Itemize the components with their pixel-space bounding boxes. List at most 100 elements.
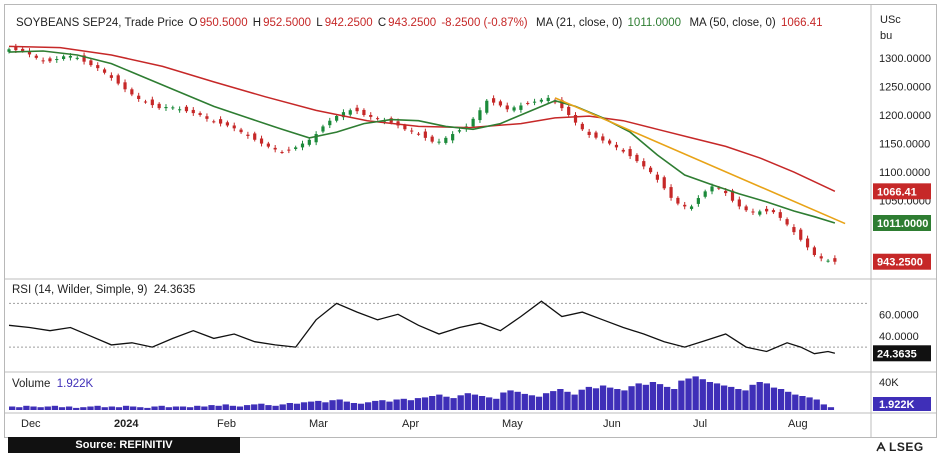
volume-bar — [720, 385, 728, 410]
volume-bar — [165, 407, 172, 410]
volume-bar — [315, 400, 322, 410]
volume-bar — [208, 405, 215, 410]
last-price-value: 943.2500 — [877, 257, 923, 269]
candle-body — [178, 109, 182, 111]
volume-bar — [443, 396, 450, 410]
volume-bar — [599, 385, 607, 410]
candle-body — [321, 126, 325, 132]
candle-body — [628, 149, 632, 157]
volume-bar — [820, 404, 827, 410]
volume-bar — [770, 387, 778, 410]
candle-body — [573, 115, 578, 123]
volume-bar — [350, 403, 358, 410]
volume-bar — [521, 393, 528, 410]
ma21-badge-value: 1011.0000 — [877, 218, 928, 230]
candle-body — [532, 101, 537, 103]
candle-body — [519, 105, 523, 110]
volume-bar — [357, 403, 365, 410]
candle-body — [567, 106, 571, 115]
close-label: C — [377, 17, 387, 29]
candle-body — [150, 99, 154, 106]
last-price-badge — [873, 253, 931, 270]
volume-bar — [186, 407, 194, 410]
volume-bar — [557, 389, 564, 410]
candle-body — [102, 69, 107, 73]
candle-body — [137, 95, 141, 99]
volume-header-value: 1.922K — [56, 378, 94, 390]
ma21-label: MA (21, close, 0) — [536, 17, 623, 29]
candle-body — [478, 110, 482, 121]
price-tick-label: 1200.0000 — [879, 110, 931, 122]
volume-bar — [429, 396, 436, 410]
time-tick-label: 2024 — [114, 418, 139, 430]
candle-body — [771, 210, 776, 213]
candle-body — [451, 134, 455, 141]
candle-body — [683, 204, 687, 207]
candle-body — [601, 136, 605, 141]
volume-bar — [728, 386, 735, 410]
candle-body — [116, 75, 120, 84]
rsi-label: RSI (14, Wilder, Simple, 9) — [12, 284, 148, 296]
high-value: 952.5000 — [263, 17, 312, 29]
candle-body — [341, 112, 346, 118]
candle-body — [335, 115, 339, 121]
volume-bar — [58, 407, 66, 410]
candle-body — [55, 59, 59, 61]
candle-body — [751, 211, 755, 213]
candle-body — [7, 49, 11, 52]
volume-bar — [813, 399, 820, 410]
rsi-line — [8, 300, 836, 355]
candle-body — [730, 190, 735, 201]
candle-body — [546, 97, 550, 102]
candle-body — [614, 144, 619, 148]
candle-body — [280, 151, 284, 153]
time-tick-label: Jun — [603, 418, 621, 430]
volume-bar — [550, 391, 557, 410]
time-tick-label: Aug — [788, 418, 808, 430]
price-unit-label-2: bu — [880, 30, 892, 42]
candle-body — [492, 98, 496, 103]
volume-bar — [414, 398, 422, 410]
candle-body — [410, 130, 414, 132]
candle-body — [676, 197, 680, 204]
volume-bar — [535, 396, 543, 410]
price-tick-label: 1250.0000 — [879, 81, 931, 93]
candle-body — [512, 107, 516, 111]
volume-bar — [421, 397, 429, 410]
volume-bar — [279, 404, 286, 410]
volume-bar — [436, 394, 443, 410]
candle-body — [273, 147, 277, 150]
candle-body — [457, 130, 462, 132]
ma21-header-value: 1011.0000 — [627, 17, 682, 29]
price-unit-label: USc — [880, 14, 901, 26]
ma21-badge — [873, 215, 931, 231]
volume-bar — [122, 405, 130, 410]
volume-bar — [329, 400, 336, 410]
candle-body — [471, 118, 475, 127]
volume-bar — [500, 392, 507, 410]
candle-body — [246, 134, 250, 136]
candle-body — [785, 219, 789, 225]
candle-body — [130, 89, 134, 95]
candle-body — [375, 118, 380, 120]
rsi-panel-label: RSI (14, Wilder, Simple, 9) 24.3635 — [12, 284, 195, 296]
volume-bar — [742, 390, 749, 410]
candle-body — [266, 143, 270, 147]
volume-bar — [94, 405, 101, 410]
volume-bar — [706, 382, 714, 410]
candle-body — [68, 55, 73, 58]
lseg-logo: LSEG — [876, 440, 924, 454]
volume-bar — [585, 386, 593, 410]
candle-body — [485, 100, 489, 113]
source-label: Source: REFINITIV — [8, 437, 240, 453]
time-tick-label: Mar — [309, 418, 328, 430]
time-tick-label: May — [502, 418, 523, 430]
volume-bar — [678, 380, 685, 410]
volume-bar — [827, 407, 835, 410]
volume-bar — [407, 400, 415, 410]
candle-body — [143, 101, 148, 103]
candle-body — [328, 120, 332, 126]
volume-bar — [607, 387, 614, 410]
volume-bar — [756, 382, 763, 410]
high-label: H — [252, 17, 262, 29]
